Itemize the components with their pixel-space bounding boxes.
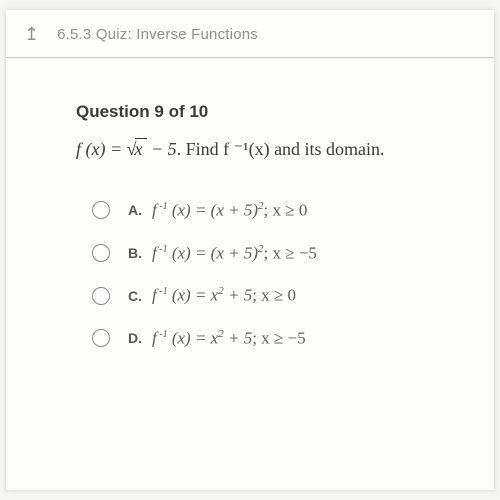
prompt-lhs: f (x) = bbox=[76, 139, 127, 159]
option-a-letter: A. bbox=[128, 202, 142, 218]
option-b-domain: ; x ≥ −5 bbox=[264, 243, 317, 262]
option-b-post: (x) = (x + 5) bbox=[168, 243, 258, 262]
option-a-domain: ; x ≥ 0 bbox=[264, 201, 308, 220]
option-c-inv: -1 bbox=[157, 286, 168, 297]
question-number: Question 9 of 10 bbox=[76, 102, 494, 122]
option-c-domain: ; x ≥ 0 bbox=[252, 286, 296, 305]
radio-b-icon[interactable] bbox=[92, 244, 110, 262]
radicand: x bbox=[135, 139, 143, 159]
option-d-extra: + 5 bbox=[224, 329, 252, 348]
topbar: ↥ 6.5.3 Quiz: Inverse Functions bbox=[6, 10, 494, 57]
breadcrumb: 6.5.3 Quiz: Inverse Functions bbox=[57, 26, 258, 43]
option-d-post: (x) = x bbox=[168, 329, 219, 348]
option-b-letter: B. bbox=[128, 245, 142, 261]
quiz-screen: ↥ 6.5.3 Quiz: Inverse Functions Question… bbox=[6, 10, 494, 490]
option-a[interactable]: A. f -1 (x) = (x + 5)2; x ≥ 0 bbox=[92, 200, 494, 221]
option-c[interactable]: C. f -1 (x) = x2 + 5; x ≥ 0 bbox=[92, 285, 494, 306]
option-b[interactable]: B. f -1 (x) = (x + 5)2; x ≥ −5 bbox=[92, 243, 494, 264]
option-a-inv: -1 bbox=[157, 201, 168, 212]
option-c-letter: C. bbox=[128, 288, 142, 304]
option-a-post: (x) = (x + 5) bbox=[168, 201, 258, 220]
radio-a-icon[interactable] bbox=[92, 201, 110, 219]
option-d-letter: D. bbox=[128, 330, 142, 346]
question-content: Question 9 of 10 f (x) = √x − 5. Find f … bbox=[6, 58, 494, 349]
options-list: A. f -1 (x) = (x + 5)2; x ≥ 0 B. f -1 (x… bbox=[76, 200, 494, 349]
option-c-post: (x) = x bbox=[168, 286, 219, 305]
option-d-inv: -1 bbox=[157, 329, 168, 340]
option-d-domain: ; x ≥ −5 bbox=[252, 329, 305, 348]
option-b-inv: -1 bbox=[157, 244, 168, 255]
prompt-tail: . Find f ⁻¹(x) and its domain. bbox=[177, 139, 385, 159]
prompt-minus5: − 5 bbox=[147, 139, 177, 159]
back-arrow-icon[interactable]: ↥ bbox=[24, 24, 39, 45]
radio-c-icon[interactable] bbox=[92, 287, 110, 305]
sqrt-icon: √x bbox=[127, 138, 147, 160]
question-prompt: f (x) = √x − 5. Find f ⁻¹(x) and its dom… bbox=[76, 138, 494, 160]
option-d[interactable]: D. f -1 (x) = x2 + 5; x ≥ −5 bbox=[92, 328, 494, 349]
option-c-extra: + 5 bbox=[224, 286, 252, 305]
device-frame: ↥ 6.5.3 Quiz: Inverse Functions Question… bbox=[0, 0, 500, 490]
radio-d-icon[interactable] bbox=[92, 329, 110, 347]
